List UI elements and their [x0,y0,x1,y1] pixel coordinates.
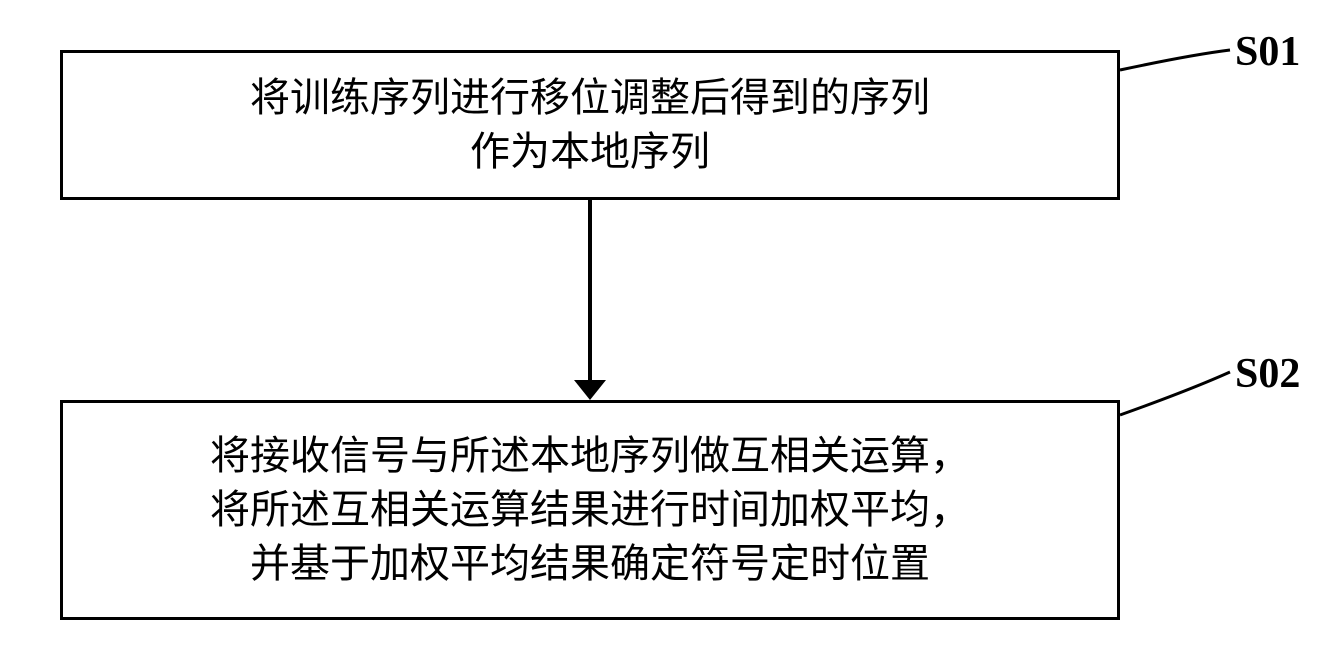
step-label-s02: S02 [1235,350,1300,398]
label-connector-s01 [1120,50,1230,70]
edge-s01-s02-arrow [574,380,606,400]
flowchart-canvas: 将训练序列进行移位调整后得到的序列 作为本地序列 将接收信号与所述本地序列做互相… [20,20,1337,646]
flowchart-node-s02: 将接收信号与所述本地序列做互相关运算， 将所述互相关运算结果进行时间加权平均， … [60,400,1120,620]
step-label-s01: S01 [1235,28,1300,76]
node-s01-text: 将训练序列进行移位调整后得到的序列 作为本地序列 [250,71,930,179]
flowchart-node-s01: 将训练序列进行移位调整后得到的序列 作为本地序列 [60,50,1120,200]
node-s02-text: 将接收信号与所述本地序列做互相关运算， 将所述互相关运算结果进行时间加权平均， … [210,429,970,591]
label-connector-s02 [1120,372,1230,415]
edge-s01-s02-line [588,200,592,380]
